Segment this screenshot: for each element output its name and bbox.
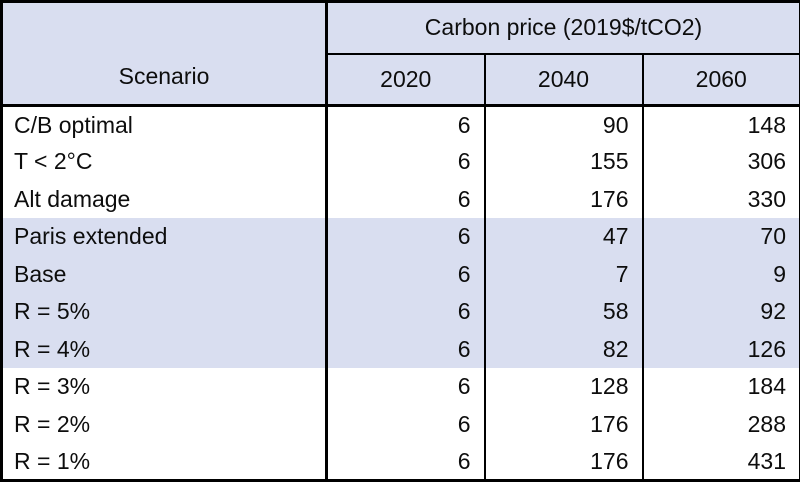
table-row: R = 5% 6 58 92 xyxy=(1,293,800,331)
scenario-cell: T < 2°C xyxy=(1,143,328,181)
value-cell: 58 xyxy=(483,293,643,331)
table-row: Base 6 7 9 xyxy=(1,255,800,293)
value-cell: 6 xyxy=(325,293,485,331)
year-column-header-2060: 2060 xyxy=(641,53,800,106)
value-cell: 6 xyxy=(325,255,485,293)
value-cell: 176 xyxy=(483,180,643,218)
table-row: T < 2°C 6 155 306 xyxy=(1,143,800,181)
value-cell: 288 xyxy=(641,405,800,443)
scenario-cell: R = 1% xyxy=(1,443,328,481)
value-cell: 431 xyxy=(641,443,800,481)
table-header: Scenario Carbon price (2019$/tCO2) 2020 … xyxy=(1,1,800,106)
value-cell: 90 xyxy=(483,105,643,143)
value-cell: 9 xyxy=(641,255,800,293)
value-cell: 128 xyxy=(483,368,643,406)
scenario-cell: R = 3% xyxy=(1,368,328,406)
table-row: R = 3% 6 128 184 xyxy=(1,368,800,406)
year-column-header-2020: 2020 xyxy=(325,53,485,106)
year-column-header-2040: 2040 xyxy=(483,53,643,106)
scenario-column-header: Scenario xyxy=(1,1,328,106)
value-cell: 82 xyxy=(483,330,643,368)
scenario-cell: Alt damage xyxy=(1,180,328,218)
value-cell: 70 xyxy=(641,218,800,256)
scenario-cell: Base xyxy=(1,255,328,293)
value-cell: 148 xyxy=(641,105,800,143)
value-cell: 176 xyxy=(483,405,643,443)
value-cell: 92 xyxy=(641,293,800,331)
value-cell: 6 xyxy=(325,368,485,406)
value-cell: 126 xyxy=(641,330,800,368)
value-cell: 6 xyxy=(325,143,485,181)
scenario-cell: R = 2% xyxy=(1,405,328,443)
table-row: Alt damage 6 176 330 xyxy=(1,180,800,218)
scenario-cell: C/B optimal xyxy=(1,105,328,143)
value-cell: 330 xyxy=(641,180,800,218)
scenario-cell: Paris extended xyxy=(1,218,328,256)
value-cell: 176 xyxy=(483,443,643,481)
scenario-cell: R = 4% xyxy=(1,330,328,368)
value-cell: 47 xyxy=(483,218,643,256)
value-cell: 306 xyxy=(641,143,800,181)
table-row: R = 4% 6 82 126 xyxy=(1,330,800,368)
table-row: R = 2% 6 176 288 xyxy=(1,405,800,443)
value-cell: 6 xyxy=(325,405,485,443)
value-cell: 6 xyxy=(325,218,485,256)
carbon-price-group-header: Carbon price (2019$/tCO2) xyxy=(326,1,800,55)
value-cell: 6 xyxy=(325,180,485,218)
value-cell: 6 xyxy=(325,443,485,481)
value-cell: 155 xyxy=(483,143,643,181)
scenario-cell: R = 5% xyxy=(1,293,328,331)
table-row: C/B optimal 6 90 148 xyxy=(1,105,800,143)
table-body: C/B optimal 6 90 148 T < 2°C 6 155 306 Alt damag… xyxy=(1,105,800,481)
value-cell: 7 xyxy=(483,255,643,293)
value-cell: 6 xyxy=(325,330,485,368)
table-row: Paris extended 6 47 70 xyxy=(1,218,800,256)
table-row: R = 1% 6 176 431 xyxy=(1,443,800,481)
value-cell: 6 xyxy=(325,105,485,143)
value-cell: 184 xyxy=(641,368,800,406)
